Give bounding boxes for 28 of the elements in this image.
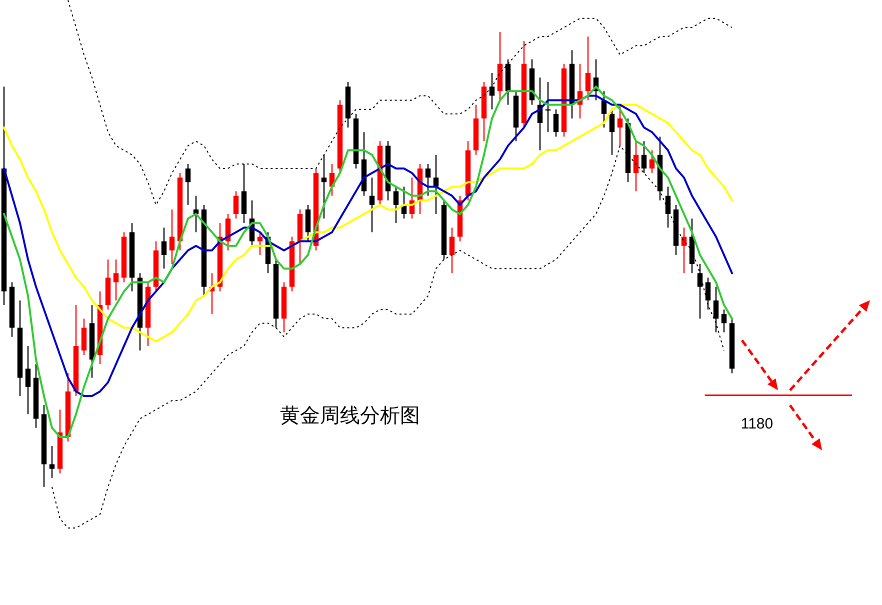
candlestick [649,150,655,174]
candlestick [697,263,703,320]
candlestick [633,140,639,192]
candlestick [585,36,591,101]
candlestick [369,177,375,233]
candlestick [617,104,623,146]
candlestick [713,286,719,333]
candlestick [609,108,615,156]
candlestick [721,308,727,333]
candlestick [449,227,455,274]
candlestick [305,204,311,242]
candlestick [257,232,263,256]
candlestick [25,345,31,415]
candlestick [233,190,239,220]
candlestick [665,186,671,228]
candlestick [489,72,495,110]
candlestick [81,318,87,356]
text: 1180 [740,415,774,432]
candlestick [425,163,431,196]
candlestick [553,108,559,138]
candlestick [169,208,175,265]
candlestick [705,277,711,310]
candlestick [161,227,167,270]
candlestick [393,186,399,224]
candlestick [49,445,55,478]
text: 黄金周线分析图 [280,403,420,427]
candlestick [113,258,119,302]
candlestick [185,163,191,206]
